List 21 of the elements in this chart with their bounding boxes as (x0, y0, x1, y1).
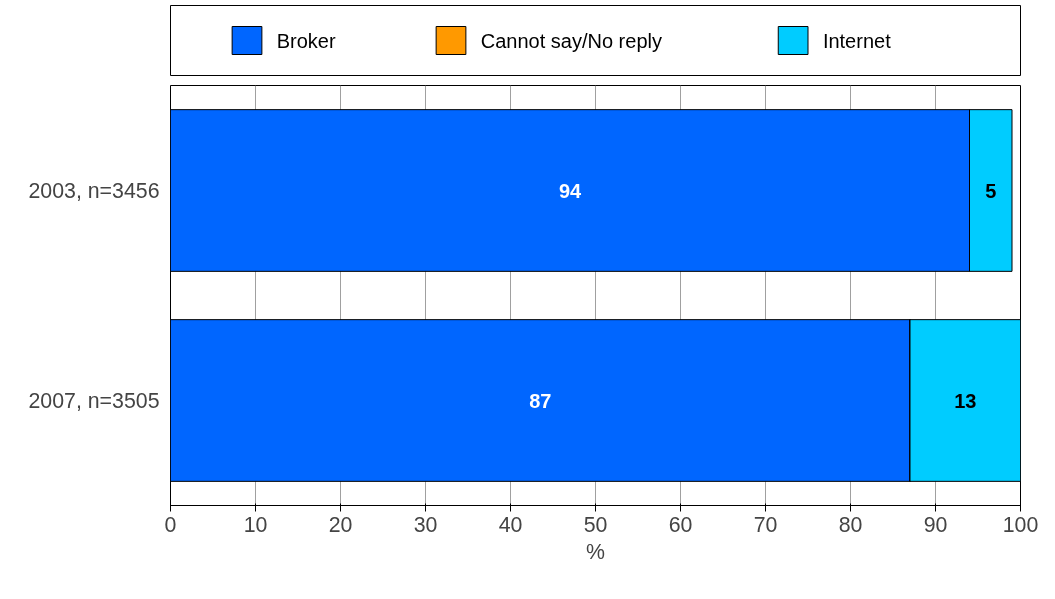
x-tick-label: 10 (243, 512, 268, 537)
y-tick-label: 2007, n=3505 (28, 388, 160, 413)
legend-label: Cannot say/No reply (480, 29, 662, 52)
data-label: 94 (558, 179, 582, 202)
x-axis-title: % (586, 539, 606, 564)
legend-label: Internet (822, 29, 892, 52)
data-label: 5 (985, 179, 997, 202)
x-tick-label: 80 (838, 512, 863, 537)
x-tick-label: 50 (583, 512, 608, 537)
x-tick-label: 90 (923, 512, 948, 537)
x-tick-label: 0 (164, 512, 177, 537)
x-tick-label: 30 (413, 512, 438, 537)
y-tick-label: 2003, n=3456 (28, 178, 160, 203)
x-tick-label: 100 (1002, 512, 1039, 537)
x-tick-label: 70 (753, 512, 778, 537)
x-tick-label: 20 (328, 512, 353, 537)
data-label: 13 (954, 389, 977, 412)
x-tick-label: 60 (668, 512, 693, 537)
x-tick-label: 40 (498, 512, 523, 537)
legend-label: Broker (276, 29, 336, 52)
data-label: 87 (529, 389, 552, 412)
